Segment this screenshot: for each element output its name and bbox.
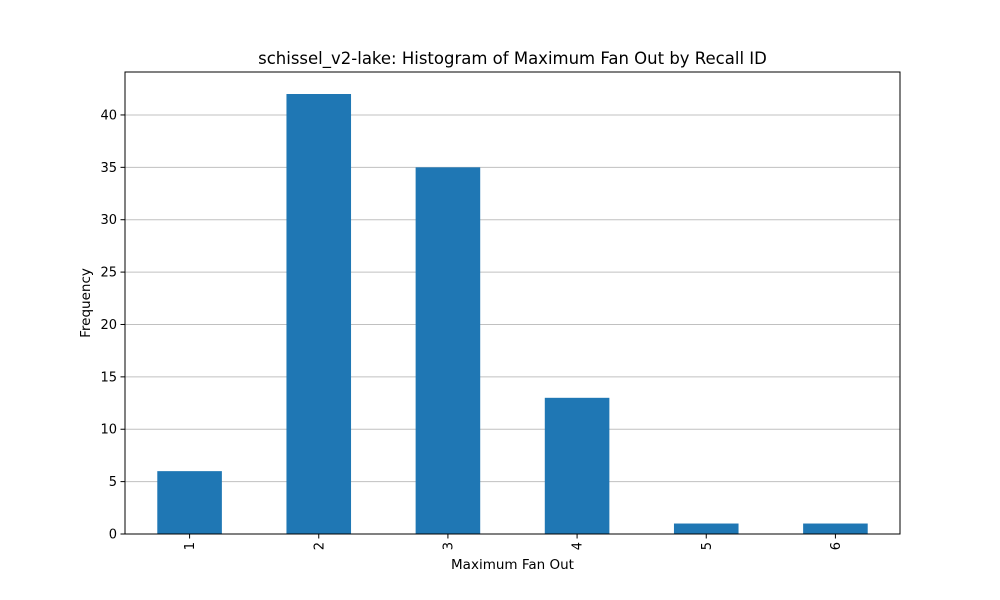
y-tick-label-30: 30 <box>100 213 117 228</box>
y-axis-ticks: 0 5 10 15 20 25 30 35 40 <box>100 108 125 543</box>
y-tick-label-5: 5 <box>109 475 117 490</box>
bar-2 <box>286 94 352 534</box>
x-tick-label-4: 4 <box>571 542 586 550</box>
bar-3 <box>415 167 481 535</box>
y-tick-label-10: 10 <box>100 423 117 438</box>
y-tick-label-15: 15 <box>100 370 117 385</box>
chart-title: schissel_v2-lake: Histogram of Maximum F… <box>258 49 767 69</box>
bar-6 <box>803 523 868 534</box>
bar-5 <box>673 523 739 534</box>
x-axis-label: Maximum Fan Out <box>451 557 574 573</box>
bar-1 <box>157 471 222 534</box>
plot-frame <box>124 71 901 535</box>
y-tick-label-25: 25 <box>100 266 117 281</box>
bars <box>157 94 868 535</box>
y-tick-label-40: 40 <box>100 108 117 123</box>
bar-4 <box>544 397 610 534</box>
gridlines <box>125 114 900 483</box>
x-tick-label-3: 3 <box>441 542 456 550</box>
y-tick-label-0: 0 <box>109 528 117 543</box>
y-tick-label-20: 20 <box>100 318 117 333</box>
x-tick-label-5: 5 <box>700 542 715 550</box>
x-axis-ticks: 1 2 3 4 5 6 <box>183 534 844 550</box>
y-axis-label: Frequency <box>78 268 94 338</box>
x-tick-label-1: 1 <box>183 542 198 550</box>
y-tick-label-35: 35 <box>100 161 117 176</box>
x-tick-label-2: 2 <box>312 542 327 550</box>
x-tick-label-6: 6 <box>829 542 844 550</box>
